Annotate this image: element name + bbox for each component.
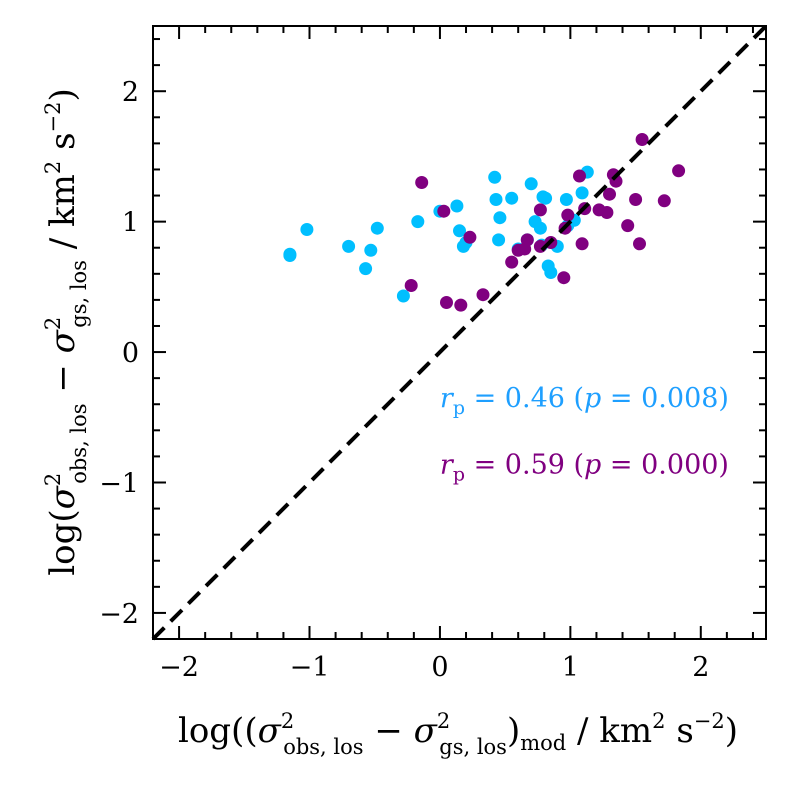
plot-frame <box>152 25 767 640</box>
data-point-series2-4 <box>440 296 453 309</box>
svg-text:log((σ2obs, los − σ2gs, los)mo: log((σ2 obs, los − σ2 gs, los)mod / km2 s−… <box>178 709 738 759</box>
data-point-series1-15 <box>488 170 502 184</box>
data-point-series2-7 <box>476 288 490 302</box>
data-point-series1-16 <box>489 193 503 206</box>
y-tick-label: 1 <box>122 208 139 239</box>
tick-labels: −2 −1 0 1 2 −2 −1 0 1 2 <box>99 77 709 683</box>
data-point-series2-8 <box>505 255 519 269</box>
data-point-series1-31 <box>559 193 573 206</box>
data-point-series2-18 <box>573 169 586 183</box>
data-point-series1-5 <box>359 262 373 276</box>
data-point-series1-17 <box>492 233 506 247</box>
data-point-series1-6 <box>364 243 378 257</box>
data-point-series2-31 <box>672 164 686 178</box>
data-point-series1-11 <box>450 199 464 213</box>
correlation-annotations: rp = 0.46 (p = 0.008) rp = 0.59 (p = 0.00… <box>440 383 729 486</box>
one-to-one-dashed-line <box>151 24 768 641</box>
data-point-series1-2 <box>283 249 297 262</box>
data-point-series1-19 <box>505 191 519 205</box>
x-tick-label: −1 <box>290 652 330 683</box>
y-tick-label: −1 <box>99 468 139 499</box>
data-point-series1-18 <box>493 211 507 225</box>
data-point-series1-29 <box>544 266 558 279</box>
data-points <box>283 133 686 312</box>
x-tick-label: 1 <box>562 652 579 683</box>
data-point-series2-17 <box>561 208 575 222</box>
data-point-series2-11 <box>520 233 534 247</box>
svg-text:log(σ2obs, los − σ2gs, los / k: log(σ2obs, los − σ2gs, los / km2 s−2) <box>41 88 91 576</box>
x-tick-label: 2 <box>692 652 709 683</box>
data-point-series1-12 <box>453 224 466 238</box>
data-point-series1-24 <box>533 221 547 235</box>
data-point-series2-6 <box>463 230 477 244</box>
data-point-series1-27 <box>539 191 553 205</box>
data-point-series1-7 <box>370 221 384 235</box>
y-tick-label: −2 <box>99 599 139 630</box>
data-point-series1-22 <box>524 177 538 191</box>
data-point-series1-33 <box>575 186 589 200</box>
data-point-series2-22 <box>600 206 614 219</box>
axis-ticks <box>152 26 766 640</box>
y-tick-label: 0 <box>122 338 139 369</box>
data-point-series1-8 <box>396 289 410 303</box>
data-point-series2-30 <box>657 194 671 208</box>
y-tick-label: 2 <box>122 77 139 108</box>
data-point-series2-26 <box>621 219 635 233</box>
x-axis-label: log((σ2 obs, los − σ2 gs, los)mod / km2 s−… <box>178 709 738 759</box>
data-point-series1-4 <box>342 239 356 253</box>
y-axis-label: log(σ2obs, los − σ2gs, los / km2 s−2) <box>41 88 91 576</box>
data-point-series2-2 <box>415 176 429 189</box>
x-tick-label: 0 <box>431 652 448 683</box>
data-point-series2-29 <box>635 133 649 146</box>
correlation-annotation-1: rp = 0.46 (p = 0.008) <box>440 383 729 419</box>
x-tick-label: −2 <box>159 652 199 683</box>
data-point-series1-9 <box>411 215 425 229</box>
correlation-annotation-2: rp = 0.59 (p = 0.000) <box>440 449 729 485</box>
data-point-series1-3 <box>300 223 314 236</box>
data-point-series2-19 <box>575 237 589 251</box>
data-point-series2-15 <box>557 271 571 285</box>
data-point-series2-1 <box>404 279 418 292</box>
data-point-series2-27 <box>629 193 643 206</box>
data-point-series2-23 <box>603 187 616 201</box>
data-point-series2-3 <box>437 204 451 218</box>
data-point-series2-13 <box>533 203 547 217</box>
data-point-series2-28 <box>633 237 646 251</box>
data-point-series2-5 <box>454 298 468 312</box>
